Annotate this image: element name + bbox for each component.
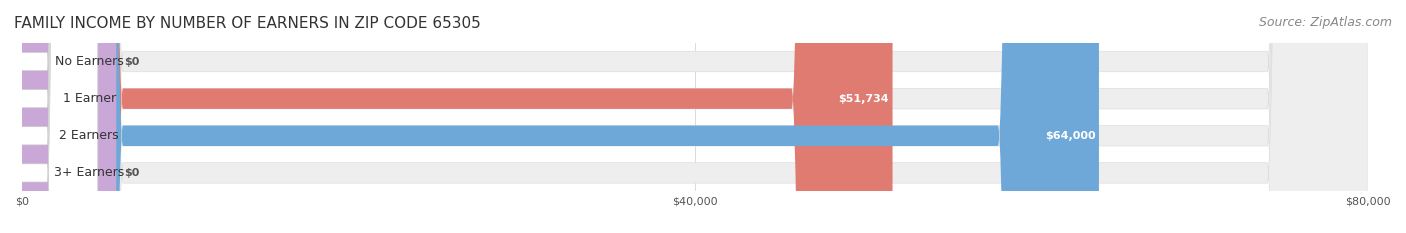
FancyBboxPatch shape	[22, 0, 1368, 233]
Text: 1 Earner: 1 Earner	[63, 92, 115, 105]
FancyBboxPatch shape	[0, 0, 98, 233]
Text: $0: $0	[125, 57, 141, 67]
FancyBboxPatch shape	[22, 0, 1099, 233]
FancyBboxPatch shape	[0, 0, 98, 233]
Text: $64,000: $64,000	[1045, 131, 1095, 141]
FancyBboxPatch shape	[22, 0, 117, 233]
FancyBboxPatch shape	[0, 0, 98, 233]
FancyBboxPatch shape	[22, 0, 1368, 233]
FancyBboxPatch shape	[0, 0, 98, 233]
Text: FAMILY INCOME BY NUMBER OF EARNERS IN ZIP CODE 65305: FAMILY INCOME BY NUMBER OF EARNERS IN ZI…	[14, 16, 481, 31]
FancyBboxPatch shape	[22, 0, 1368, 233]
Text: Source: ZipAtlas.com: Source: ZipAtlas.com	[1258, 16, 1392, 29]
Text: $51,734: $51,734	[838, 94, 889, 104]
Text: $0: $0	[125, 168, 141, 178]
FancyBboxPatch shape	[22, 0, 893, 233]
Text: 2 Earners: 2 Earners	[59, 129, 120, 142]
Text: 3+ Earners: 3+ Earners	[55, 166, 125, 179]
Text: No Earners: No Earners	[55, 55, 124, 68]
FancyBboxPatch shape	[22, 0, 117, 233]
FancyBboxPatch shape	[22, 0, 1368, 233]
